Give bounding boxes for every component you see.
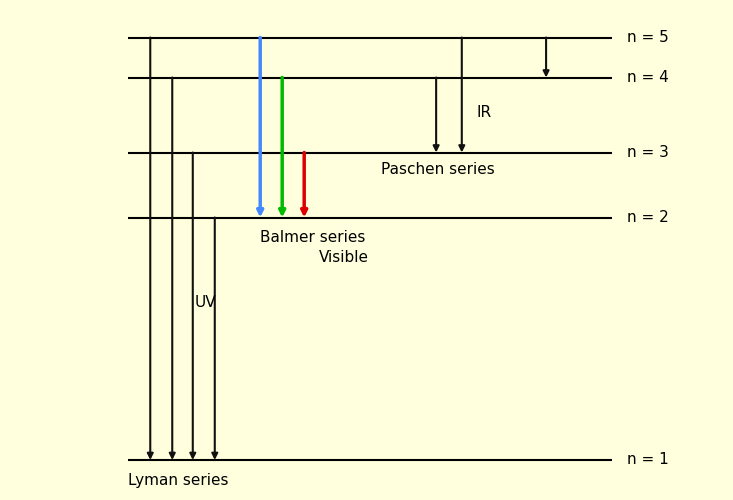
Text: Balmer series: Balmer series <box>260 230 366 245</box>
Text: UV: UV <box>194 295 216 310</box>
Text: Paschen series: Paschen series <box>381 162 495 178</box>
Text: n = 2: n = 2 <box>627 210 668 225</box>
Text: Visible: Visible <box>319 250 369 265</box>
Text: n = 1: n = 1 <box>627 452 668 468</box>
Text: IR: IR <box>476 105 492 120</box>
Text: n = 5: n = 5 <box>627 30 668 45</box>
Text: n = 3: n = 3 <box>627 145 668 160</box>
Text: n = 4: n = 4 <box>627 70 668 85</box>
Text: Lyman series: Lyman series <box>128 472 229 488</box>
